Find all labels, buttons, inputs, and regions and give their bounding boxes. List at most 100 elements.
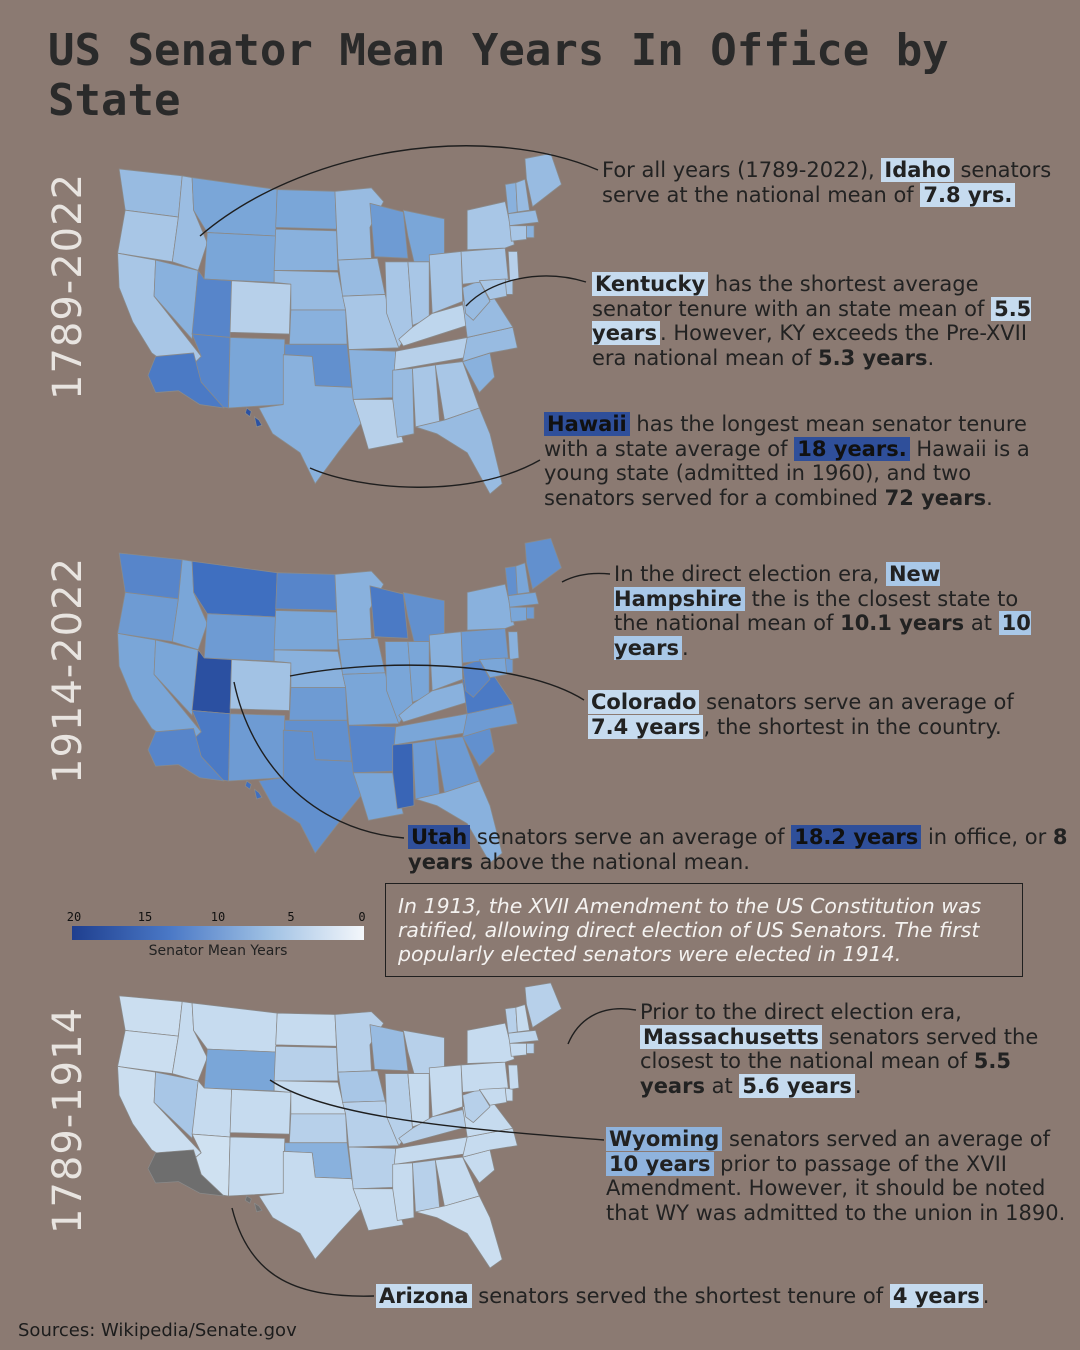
- state-wisconsin: [369, 1024, 409, 1072]
- legend-caption: Senator Mean Years: [148, 943, 288, 959]
- value-massachusetts: 5.6 years: [739, 1073, 855, 1098]
- highlight-colorado: Colorado: [588, 690, 700, 714]
- state-hawaii: [244, 780, 263, 800]
- legend-tick: 0: [358, 910, 366, 924]
- state-new-mexico: [228, 1136, 286, 1197]
- amendment-box: In 1913, the XVII Amendment to the US Co…: [385, 883, 1023, 977]
- state-pennsylvania: [460, 247, 509, 285]
- state-colorado: [229, 1089, 292, 1135]
- highlight-idaho: Idaho: [881, 158, 954, 182]
- state-utah: [191, 1080, 232, 1138]
- state-south-dakota: [273, 1045, 339, 1082]
- state-new-york: [466, 583, 515, 631]
- state-wisconsin: [369, 202, 409, 259]
- state-new-york: [466, 201, 515, 251]
- state-arkansas: [348, 724, 397, 774]
- value-utah: 18.2 years: [791, 825, 922, 849]
- note-colorado: Colorado senators serve an average of 7.…: [588, 690, 1058, 739]
- state-hawaii: [244, 407, 263, 428]
- highlight-massachusetts: Massachusetts: [640, 1024, 822, 1049]
- state-oregon: [117, 1030, 179, 1074]
- state-new-mexico: [228, 713, 286, 782]
- note-wyoming: Wyoming senators served an average of 10…: [606, 1127, 1066, 1225]
- state-north-dakota: [275, 1012, 337, 1047]
- state-wyoming: [203, 232, 277, 283]
- state-maine: [524, 537, 562, 590]
- state-rhode-island: [526, 1042, 535, 1054]
- state-washington: [118, 995, 183, 1037]
- state-mississippi: [392, 368, 415, 438]
- era-label-3: 1789-1914: [45, 1006, 91, 1234]
- state-maine: [524, 982, 562, 1028]
- state-oregon: [117, 209, 179, 263]
- state-new-jersey: [507, 251, 520, 282]
- state-rhode-island: [526, 606, 535, 620]
- state-alaska: [147, 728, 225, 782]
- value-idaho: 7.8 yrs.: [920, 182, 1016, 207]
- state-colorado: [229, 659, 292, 711]
- state-connecticut: [509, 225, 527, 242]
- note-utah: Utah senators serve an average of 18.2 y…: [408, 825, 1068, 874]
- state-montana: [191, 1002, 278, 1053]
- state-florida: [415, 1195, 503, 1269]
- state-massachusetts: [507, 591, 540, 608]
- state-alaska: [147, 352, 225, 409]
- state-washington: [118, 552, 183, 600]
- state-nevada: [153, 259, 199, 340]
- state-maine: [524, 153, 562, 208]
- state-alabama: [412, 1159, 441, 1213]
- state-oregon: [117, 591, 179, 643]
- state-connecticut: [509, 606, 527, 623]
- state-wyoming: [203, 613, 277, 662]
- state-wisconsin: [369, 585, 409, 639]
- highlight-wyoming: Wyoming: [606, 1127, 723, 1151]
- value-arizona: 4 years: [889, 1284, 983, 1308]
- state-massachusetts: [507, 1030, 540, 1044]
- state-new-york: [466, 1022, 515, 1064]
- state-iowa: [337, 257, 386, 297]
- highlight-arizona: Arizona: [376, 1284, 472, 1308]
- state-montana: [191, 560, 278, 618]
- legend-tick: 5: [287, 910, 295, 924]
- state-mississippi: [392, 1162, 415, 1221]
- state-iowa: [337, 1070, 386, 1103]
- highlight-utah: Utah: [408, 825, 471, 849]
- state-washington: [118, 168, 183, 218]
- sources: Sources: Wikipedia/Senate.gov: [18, 1320, 297, 1341]
- state-florida: [415, 780, 503, 864]
- state-alaska: [147, 1149, 225, 1197]
- state-new-jersey: [507, 631, 520, 661]
- highlight-hawaii: Hawaii: [544, 412, 630, 436]
- note-kentucky: Kentucky has the shortest average senato…: [592, 272, 1032, 370]
- note-arizona: Arizona senators served the shortest ten…: [376, 1284, 1056, 1309]
- state-ohio: [428, 1064, 464, 1118]
- state-kentucky: [398, 304, 468, 347]
- state-nevada: [153, 1071, 199, 1139]
- state-arkansas: [348, 349, 397, 400]
- legend-tick: 15: [137, 910, 153, 924]
- state-hawaii: [244, 1195, 263, 1213]
- note-idaho: For all years (1789-2022), Idaho senator…: [602, 158, 1052, 207]
- note-hawaii: Hawaii has the longest mean senator tenu…: [544, 412, 1030, 510]
- state-ohio: [428, 631, 464, 692]
- value-hawaii: 18 years.: [794, 436, 910, 461]
- legend-gradient: [72, 926, 364, 940]
- page-title: US Senator Mean Years In Office by State: [48, 25, 949, 126]
- map-1914-2022: [117, 537, 562, 864]
- state-utah: [191, 649, 232, 715]
- state-rhode-island: [526, 225, 535, 239]
- state-wyoming: [203, 1048, 277, 1092]
- era-label-2: 1914-2022: [45, 556, 91, 784]
- state-ohio: [428, 251, 464, 314]
- map-1789-2022: [117, 153, 562, 495]
- state-missouri: [342, 294, 400, 350]
- state-montana: [191, 177, 278, 237]
- state-new-mexico: [228, 337, 286, 409]
- state-south-dakota: [273, 610, 339, 651]
- state-nevada: [153, 639, 199, 716]
- color-legend: 20 15 10 5 0 Senator Mean Years: [67, 910, 366, 959]
- state-kansas: [288, 309, 348, 345]
- state-alabama: [412, 739, 441, 800]
- state-colorado: [229, 280, 292, 335]
- state-utah: [191, 269, 232, 338]
